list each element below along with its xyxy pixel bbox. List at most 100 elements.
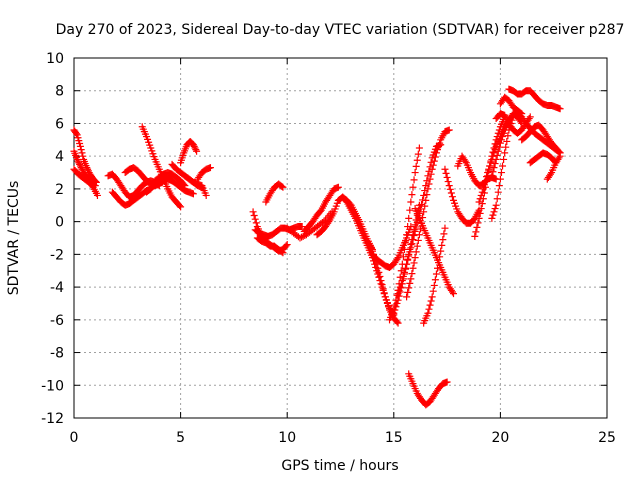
data-point bbox=[483, 173, 491, 181]
y-tick-label: 4 bbox=[55, 149, 64, 165]
grid-lines bbox=[74, 58, 607, 418]
data-point bbox=[409, 236, 417, 244]
data-point bbox=[377, 277, 385, 285]
data-point bbox=[500, 155, 508, 163]
data-point bbox=[282, 242, 290, 250]
y-tick-label: -6 bbox=[50, 313, 64, 329]
data-point bbox=[485, 165, 493, 173]
data-point bbox=[415, 144, 423, 152]
y-tick-labels: -12 -10 -8 -6 -4 -2 0 2 4 6 8 10 bbox=[41, 51, 64, 427]
data-point bbox=[471, 232, 479, 240]
data-point bbox=[412, 248, 420, 256]
data-point bbox=[193, 147, 201, 155]
data-point bbox=[439, 236, 447, 244]
data-point bbox=[404, 223, 412, 231]
data-point bbox=[424, 309, 432, 317]
data-point bbox=[190, 142, 198, 150]
data-point bbox=[414, 236, 422, 244]
data-point bbox=[334, 183, 342, 191]
data-point bbox=[191, 144, 199, 152]
x-tick-label: 0 bbox=[70, 430, 79, 446]
data-point bbox=[432, 270, 440, 278]
data-point bbox=[78, 165, 86, 173]
data-point bbox=[509, 113, 517, 121]
data-point bbox=[476, 195, 484, 203]
data-point bbox=[394, 290, 402, 298]
data-point bbox=[429, 287, 437, 295]
data-point bbox=[407, 244, 415, 252]
data-point bbox=[391, 306, 399, 314]
data-point bbox=[399, 272, 407, 280]
data-point bbox=[408, 270, 416, 278]
data-point bbox=[490, 208, 498, 216]
x-axis-label: GPS time / hours bbox=[281, 458, 398, 474]
data-point bbox=[427, 297, 435, 305]
data-point bbox=[91, 182, 99, 190]
data-point bbox=[394, 296, 402, 304]
data-point bbox=[76, 160, 84, 168]
data-point bbox=[78, 149, 86, 157]
data-point bbox=[325, 218, 333, 226]
data-point bbox=[423, 191, 431, 199]
data-point bbox=[79, 152, 87, 160]
data-point bbox=[421, 202, 429, 210]
data-point bbox=[399, 253, 407, 261]
data-point bbox=[403, 293, 411, 301]
data-point bbox=[435, 259, 443, 267]
data-point bbox=[384, 303, 392, 311]
y-tick-label: 10 bbox=[46, 51, 64, 67]
data-point bbox=[443, 378, 451, 386]
data-point bbox=[493, 151, 501, 159]
axis-ticks bbox=[73, 57, 608, 419]
data-point bbox=[189, 141, 197, 149]
data-point bbox=[445, 126, 453, 134]
data-point bbox=[410, 259, 418, 267]
data-point bbox=[436, 139, 444, 147]
data-point bbox=[406, 206, 414, 214]
data-point bbox=[493, 195, 501, 203]
data-point bbox=[448, 193, 456, 201]
data-point bbox=[472, 228, 480, 236]
data-point bbox=[476, 209, 484, 217]
data-point bbox=[489, 211, 497, 219]
data-point bbox=[393, 255, 401, 263]
data-point bbox=[499, 162, 507, 170]
data-point bbox=[495, 143, 503, 151]
data-point bbox=[547, 170, 555, 178]
data-point bbox=[378, 281, 386, 289]
data-point bbox=[475, 198, 483, 206]
data-point bbox=[395, 286, 403, 294]
data-point bbox=[383, 299, 391, 307]
data-point bbox=[412, 162, 420, 170]
data-point bbox=[410, 232, 418, 240]
data-point bbox=[298, 223, 306, 231]
data-point bbox=[76, 162, 84, 170]
data-point bbox=[422, 196, 430, 204]
data-point bbox=[445, 182, 453, 190]
data-point bbox=[413, 218, 421, 226]
data-point bbox=[420, 208, 428, 216]
data-point bbox=[475, 214, 483, 222]
data-point bbox=[296, 234, 304, 242]
data-point bbox=[75, 159, 83, 167]
data-point bbox=[430, 281, 438, 289]
data-point bbox=[279, 183, 287, 191]
data-point bbox=[411, 169, 419, 177]
data-point bbox=[375, 268, 383, 276]
data-point bbox=[278, 182, 286, 190]
data-point bbox=[497, 169, 505, 177]
x-tick-label: 15 bbox=[385, 430, 403, 446]
data-point bbox=[489, 168, 497, 176]
data-point bbox=[418, 200, 426, 208]
y-tick-label: -4 bbox=[50, 280, 64, 296]
data-point bbox=[409, 264, 417, 272]
data-point bbox=[556, 105, 564, 113]
data-point bbox=[405, 252, 413, 260]
data-point bbox=[500, 129, 508, 137]
data-point bbox=[461, 157, 469, 165]
data-point bbox=[481, 177, 489, 185]
chart-title: Day 270 of 2023, Sidereal Day-to-day VTE… bbox=[56, 22, 625, 38]
data-point bbox=[490, 164, 498, 172]
data-point bbox=[390, 309, 398, 317]
data-point bbox=[394, 319, 402, 327]
